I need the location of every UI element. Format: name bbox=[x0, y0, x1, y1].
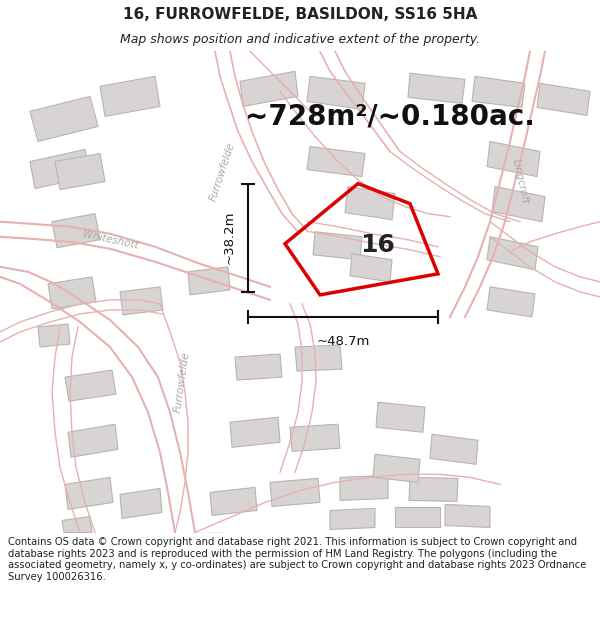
Text: Map shows position and indicative extent of the property.: Map shows position and indicative extent… bbox=[120, 34, 480, 46]
Text: Furrowfelde: Furrowfelde bbox=[173, 351, 191, 413]
Text: Lingcroft: Lingcroft bbox=[511, 158, 530, 205]
Text: ~38.2m: ~38.2m bbox=[223, 211, 236, 264]
Polygon shape bbox=[487, 287, 535, 317]
Text: ~48.7m: ~48.7m bbox=[316, 335, 370, 348]
Polygon shape bbox=[55, 154, 105, 189]
Polygon shape bbox=[270, 478, 320, 506]
Polygon shape bbox=[230, 418, 280, 447]
Polygon shape bbox=[472, 76, 525, 108]
Polygon shape bbox=[376, 402, 425, 432]
Text: Whiteshott: Whiteshott bbox=[81, 229, 139, 251]
Polygon shape bbox=[345, 187, 395, 219]
Polygon shape bbox=[120, 287, 163, 315]
Text: Contains OS data © Crown copyright and database right 2021. This information is : Contains OS data © Crown copyright and d… bbox=[8, 537, 586, 582]
Polygon shape bbox=[30, 149, 90, 189]
Polygon shape bbox=[30, 96, 98, 141]
Polygon shape bbox=[290, 424, 340, 451]
Polygon shape bbox=[330, 509, 375, 529]
Text: 16, FURROWFELDE, BASILDON, SS16 5HA: 16, FURROWFELDE, BASILDON, SS16 5HA bbox=[123, 7, 477, 22]
Polygon shape bbox=[350, 254, 392, 282]
Text: Furrowfelde: Furrowfelde bbox=[208, 141, 236, 202]
Text: 16: 16 bbox=[360, 233, 395, 257]
Polygon shape bbox=[188, 267, 230, 295]
Polygon shape bbox=[340, 476, 388, 501]
Polygon shape bbox=[409, 478, 458, 501]
Polygon shape bbox=[210, 488, 257, 516]
Polygon shape bbox=[235, 354, 282, 380]
Polygon shape bbox=[295, 345, 342, 371]
Polygon shape bbox=[313, 232, 362, 260]
Polygon shape bbox=[62, 516, 92, 532]
Polygon shape bbox=[307, 146, 365, 177]
Polygon shape bbox=[373, 454, 420, 482]
Polygon shape bbox=[52, 214, 100, 248]
Polygon shape bbox=[120, 488, 162, 519]
Polygon shape bbox=[307, 76, 365, 109]
Polygon shape bbox=[395, 508, 440, 528]
Polygon shape bbox=[445, 504, 490, 528]
Polygon shape bbox=[487, 237, 538, 270]
Polygon shape bbox=[48, 277, 96, 309]
Polygon shape bbox=[38, 324, 70, 347]
Polygon shape bbox=[492, 187, 545, 222]
Polygon shape bbox=[68, 424, 118, 458]
Polygon shape bbox=[430, 434, 478, 464]
Polygon shape bbox=[408, 73, 465, 103]
Polygon shape bbox=[240, 71, 298, 106]
Polygon shape bbox=[487, 141, 540, 177]
Polygon shape bbox=[65, 478, 113, 509]
Text: ~728m²/~0.180ac.: ~728m²/~0.180ac. bbox=[245, 102, 535, 131]
Polygon shape bbox=[100, 76, 160, 116]
Polygon shape bbox=[537, 83, 590, 116]
Polygon shape bbox=[65, 370, 116, 401]
